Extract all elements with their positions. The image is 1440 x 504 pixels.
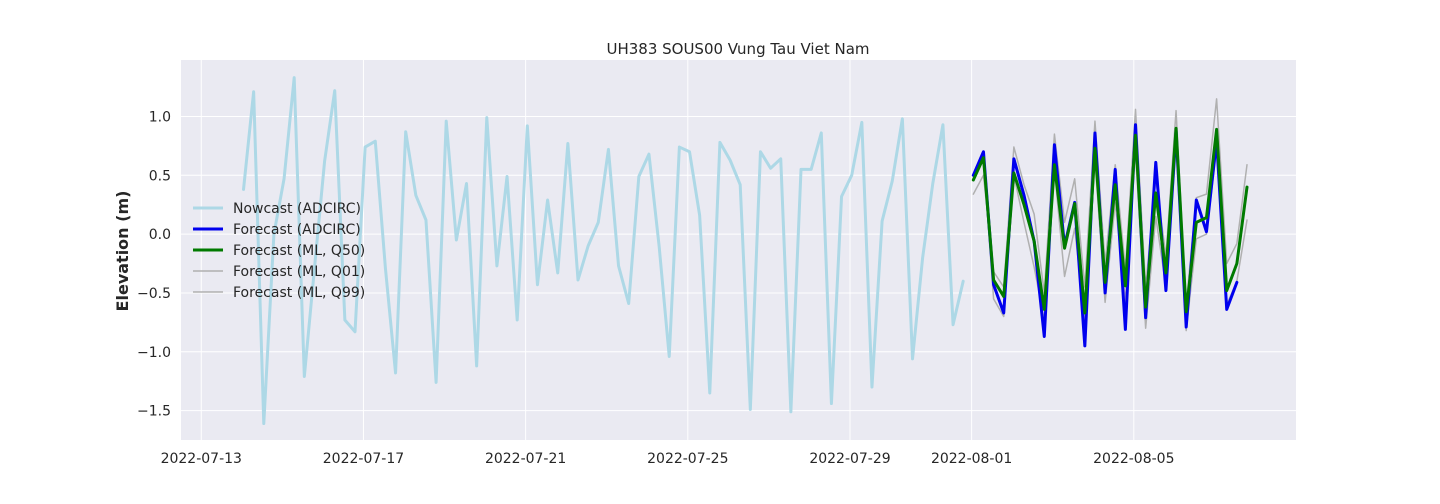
x-tick-label: 2022-07-21 [485,451,566,467]
series-line-4 [972,146,1248,332]
x-tick-label: 2022-07-17 [323,451,404,467]
x-tick-label: 2022-07-13 [161,451,242,467]
legend-label: Forecast (ML, Q99) [233,285,365,301]
x-tick-label: 2022-08-01 [931,451,1012,467]
series-layer [242,76,1249,426]
y-tick-label: −0.5 [137,286,171,302]
legend-label: Nowcast (ADCIRC) [233,201,361,217]
y-axis-label: Elevation (m) [113,191,132,312]
y-tick-label: 1.0 [149,109,171,125]
chart-title: UH383 SOUS00 Vung Tau Viet Nam [606,40,869,58]
x-tick-label: 2022-07-25 [647,451,728,467]
x-axis: 2022-07-13 2022-07-17 2022-07-21 2022-07-25… [161,451,1175,467]
legend-label: Forecast (ADCIRC) [233,222,361,238]
x-tick-label: 2022-07-29 [809,451,890,467]
series-line-1 [242,76,965,426]
y-tick-label: 0.5 [149,168,171,184]
y-tick-label: 0.0 [149,227,171,243]
series-line-3 [971,126,1249,315]
legend: Nowcast (ADCIRC) Forecast (ADCIRC) Forecas… [193,201,365,301]
legend-label: Forecast (ML, Q50) [233,243,365,259]
y-axis: 1.0 0.5 0.0 −0.5 −1.0 −1.5 [137,109,171,419]
x-tick-label: 2022-08-05 [1093,451,1174,467]
y-tick-label: −1.0 [137,345,171,361]
legend-label: Forecast (ML, Q01) [233,264,365,280]
y-tick-label: −1.5 [137,404,171,420]
